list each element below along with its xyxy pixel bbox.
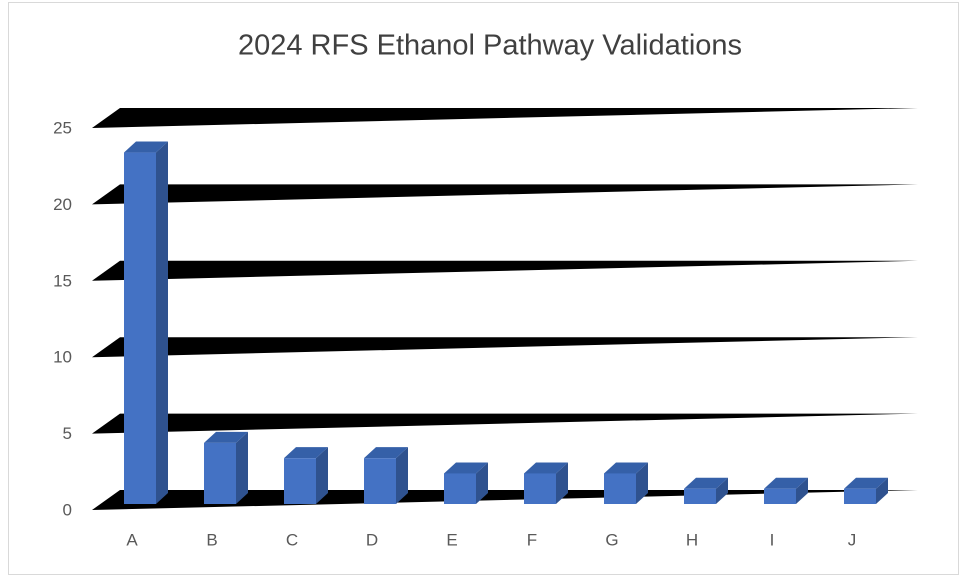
chart-title: 2024 RFS Ethanol Pathway Validations <box>238 30 742 62</box>
bar-side <box>476 462 488 504</box>
bar-front <box>764 488 796 504</box>
bar-front <box>844 488 876 504</box>
y-tick-label: 25 <box>53 118 72 137</box>
bar <box>684 477 728 504</box>
x-tick-label: E <box>446 530 457 549</box>
bar-top <box>444 462 488 474</box>
bar-side <box>716 477 728 504</box>
bar <box>604 462 648 504</box>
x-tick-label: H <box>686 530 698 549</box>
bar <box>844 477 888 504</box>
bar-top <box>604 462 648 474</box>
bar <box>204 431 248 504</box>
bar <box>364 447 408 504</box>
y-tick-label: 0 <box>63 500 72 519</box>
bar-front <box>284 458 316 504</box>
bar <box>124 141 168 504</box>
grid-line <box>92 413 918 434</box>
x-tick-label: C <box>286 530 298 549</box>
bar-top <box>844 477 888 489</box>
y-tick-label: 10 <box>53 348 72 367</box>
bar-side <box>316 447 328 504</box>
bar-side <box>236 431 248 504</box>
bar-side <box>396 447 408 504</box>
bar-side <box>556 462 568 504</box>
bar <box>444 462 488 504</box>
bar-front <box>124 152 156 504</box>
x-tick-label: G <box>605 530 618 549</box>
bar-side <box>636 462 648 504</box>
bar-top <box>684 477 728 489</box>
y-tick-label: 15 <box>53 271 72 290</box>
grid-line <box>92 260 918 281</box>
bar-top <box>204 431 248 443</box>
grid-line <box>92 184 918 205</box>
bar-front <box>364 458 396 504</box>
y-tick-label: 5 <box>63 424 72 443</box>
bar-side <box>796 477 808 504</box>
x-tick-label: I <box>770 530 775 549</box>
grid-line <box>92 337 918 358</box>
bar-top <box>764 477 808 489</box>
x-tick-label: B <box>206 530 217 549</box>
x-tick-label: A <box>126 530 138 549</box>
bar-front <box>604 473 636 504</box>
y-tick-label: 20 <box>53 195 72 214</box>
bar <box>764 477 808 504</box>
bar-side <box>156 141 168 504</box>
bar-top <box>364 447 408 459</box>
bar-top <box>524 462 568 474</box>
x-tick-label: F <box>527 530 537 549</box>
bar-front <box>204 442 236 504</box>
x-tick-label: D <box>366 530 378 549</box>
bar-front <box>444 473 476 504</box>
bar-front <box>684 488 716 504</box>
bar-top <box>284 447 328 459</box>
bar-front <box>524 473 556 504</box>
bar <box>284 447 328 504</box>
bar-side <box>876 477 888 504</box>
x-tick-label: J <box>848 530 857 549</box>
bar <box>524 462 568 504</box>
grid-line <box>92 108 918 128</box>
bar-top <box>124 141 168 153</box>
